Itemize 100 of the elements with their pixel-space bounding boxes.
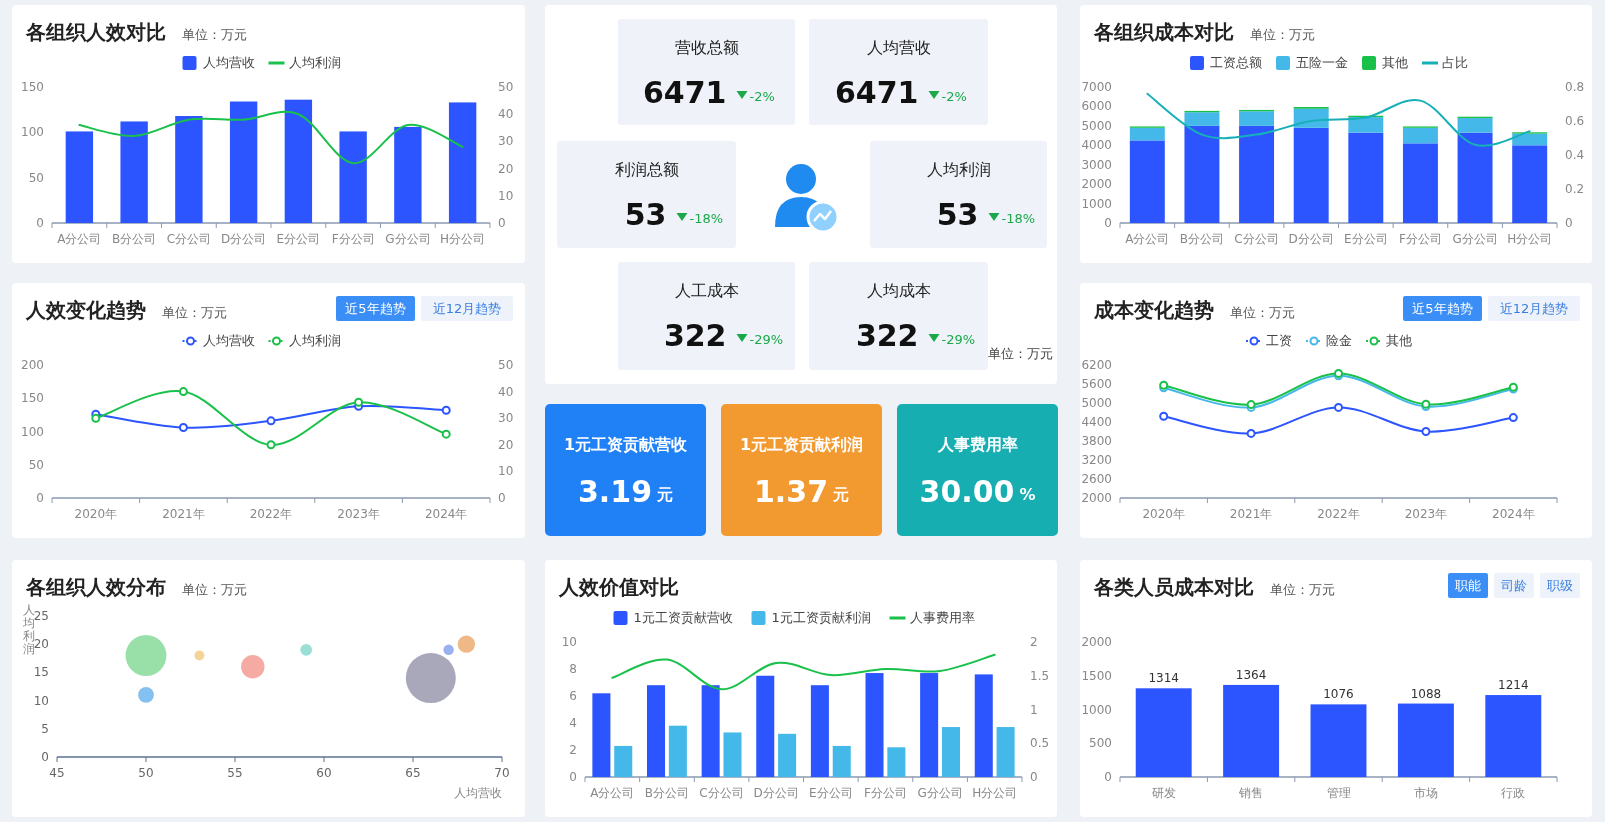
y-tick-label: 2600 xyxy=(1081,472,1112,486)
x-tick-label: H分公司 xyxy=(972,786,1018,800)
x-tick-label: F分公司 xyxy=(863,786,907,800)
text: 53 xyxy=(936,197,979,232)
text: 6471 xyxy=(835,75,919,110)
x-tick-label: H分公司 xyxy=(1507,232,1553,246)
x-tick-label: H分公司 xyxy=(440,232,486,246)
x-tick-label: A分公司 xyxy=(1125,232,1170,246)
x-tick-label: F分公司 xyxy=(1398,232,1442,246)
text: 元 xyxy=(832,485,850,504)
x-tick-label: E分公司 xyxy=(1344,232,1388,246)
chart-subtitle: 单位：万元 xyxy=(162,305,227,320)
y-tick-label: 0 xyxy=(36,216,44,230)
y-tick-label: 100 xyxy=(21,125,44,140)
legend-label: 工资总额 xyxy=(1210,55,1262,70)
text: -2% xyxy=(941,89,967,104)
text: 人工成本 xyxy=(674,281,739,300)
y2-tick-label: 40 xyxy=(498,107,514,122)
chart-title: 各组织人效对比 xyxy=(25,20,166,44)
x-tick-label: D分公司 xyxy=(1288,232,1334,246)
x-tick-label: 45 xyxy=(49,766,65,780)
x-tick-label: 2022年 xyxy=(249,507,293,521)
y-tick-label: 25 xyxy=(33,609,49,623)
legend-label: 其他 xyxy=(1382,55,1408,70)
x-tick-label: B分公司 xyxy=(644,786,690,800)
data-label: 1214 xyxy=(1498,678,1529,693)
text: 1元工资贡献利润 xyxy=(739,435,864,454)
chart-subtitle: 单位：万元 xyxy=(1230,305,1295,320)
y-tick-label: 2000 xyxy=(1081,177,1112,192)
x-tick-label: 研发 xyxy=(1151,786,1176,800)
y-tick-label: 3200 xyxy=(1081,453,1112,467)
x-tick-label: A分公司 xyxy=(57,232,102,246)
button: 职能 xyxy=(1448,573,1488,598)
y-tick-label: 50 xyxy=(28,457,44,472)
text: -29% xyxy=(941,332,976,347)
y-tick-label: 50 xyxy=(28,170,44,185)
chart-title: 人效价值对比 xyxy=(558,575,679,599)
legend-label: 五险一金 xyxy=(1296,55,1348,70)
y2-tick-label: 40 xyxy=(498,384,514,399)
x-tick-label: E分公司 xyxy=(809,786,853,800)
text: 322 xyxy=(663,318,727,353)
y-tick-label: 1500 xyxy=(1081,668,1112,683)
x-tick-label: 65 xyxy=(405,766,421,780)
chart-title: 各类人员成本对比 xyxy=(1093,575,1254,599)
y-axis-title: 人均利润 xyxy=(22,603,35,656)
chart-title: 各组织人效分布 xyxy=(25,575,166,599)
x-axis-title: 人均营收 xyxy=(454,786,502,800)
text: 人事费用率 xyxy=(936,435,1018,454)
x-tick-label: A分公司 xyxy=(590,786,635,800)
x-tick-label: 2021年 xyxy=(1229,507,1273,521)
text: 人均成本 xyxy=(866,281,931,300)
y2-tick-label: 1 xyxy=(1030,702,1038,717)
text: -2% xyxy=(749,89,775,104)
button: 近12月趋势 xyxy=(421,296,513,321)
y-tick-label: 2000 xyxy=(1081,491,1112,505)
y2-tick-label: 30 xyxy=(498,411,514,426)
x-tick-label: 70 xyxy=(494,766,510,780)
y-tick-label: 5 xyxy=(41,721,49,736)
legend-label: 人均利润 xyxy=(288,333,341,348)
legend-label: 工资 xyxy=(1266,333,1292,348)
text: 6471 xyxy=(643,75,727,110)
y2-tick-label: 0.5 xyxy=(1030,736,1050,751)
x-tick-label: 行政 xyxy=(1501,786,1526,800)
chart-subtitle: 单位：万元 xyxy=(1250,27,1315,42)
y-tick-label: 6200 xyxy=(1081,358,1112,372)
text: -18% xyxy=(1001,211,1036,226)
y2-tick-label: 0.6 xyxy=(1565,114,1585,128)
x-tick-label: B分公司 xyxy=(1179,232,1225,246)
text: 1.37 xyxy=(753,474,829,509)
text: 1元工资贡献营收 xyxy=(563,435,689,454)
y-tick-label: 7000 xyxy=(1081,80,1112,94)
y-tick-label: 2000 xyxy=(1081,635,1112,649)
chart-title: 各组织成本对比 xyxy=(1093,20,1234,44)
y2-tick-label: 10 xyxy=(498,188,514,203)
data-label: 1088 xyxy=(1410,686,1442,701)
y-tick-label: 150 xyxy=(21,391,44,406)
legend-label: 占比 xyxy=(1442,55,1468,70)
y-tick-label: 6000 xyxy=(1081,99,1112,114)
x-tick-label: 2021年 xyxy=(162,507,205,521)
chart-title: 人效变化趋势 xyxy=(25,298,146,322)
x-tick-label: 2020年 xyxy=(1142,507,1185,521)
chart-subtitle: 单位：万元 xyxy=(1270,582,1335,597)
y-tick-label: 0 xyxy=(1104,216,1112,230)
x-tick-label: G分公司 xyxy=(917,786,963,800)
y2-tick-label: 50 xyxy=(498,80,514,94)
y-tick-label: 3800 xyxy=(1081,434,1112,448)
text: 营收总额 xyxy=(674,38,739,57)
x-tick-label: C分公司 xyxy=(1234,232,1279,246)
legend-label: 人均利润 xyxy=(288,55,341,70)
y-tick-label: 5600 xyxy=(1081,377,1112,391)
chart-subtitle: 单位：万元 xyxy=(182,27,247,42)
y2-tick-label: 0 xyxy=(498,216,506,230)
x-tick-label: 2023年 xyxy=(1404,507,1448,521)
legend-label: 险金 xyxy=(1326,333,1352,348)
x-tick-label: 60 xyxy=(316,766,332,780)
x-tick-label: 销售 xyxy=(1238,786,1264,800)
legend-label: 人均营收 xyxy=(202,333,255,348)
y2-tick-label: 0.2 xyxy=(1565,182,1585,196)
y2-tick-label: 0.4 xyxy=(1565,148,1585,162)
x-tick-label: B分公司 xyxy=(112,232,157,246)
